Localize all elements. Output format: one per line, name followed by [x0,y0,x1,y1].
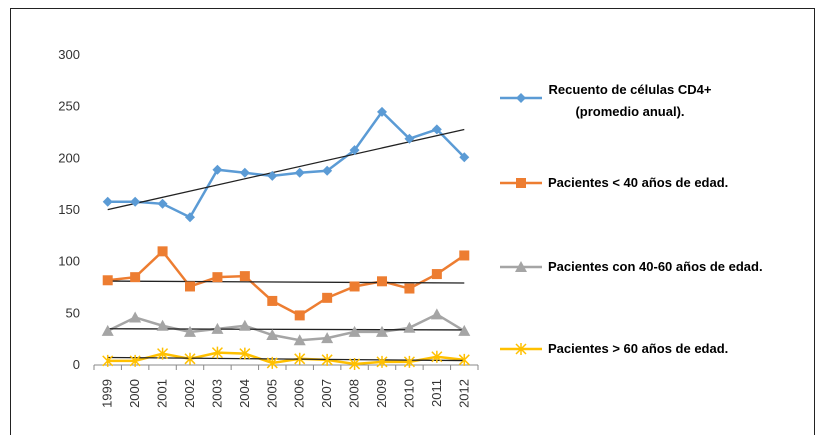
marker [266,356,278,369]
marker [321,332,334,344]
x-tick-label: 2007 [319,379,334,408]
marker [239,167,250,178]
y-tick-label: 200 [58,150,80,165]
marker [130,196,141,207]
marker [404,283,415,294]
marker [516,93,526,103]
marker [130,272,141,283]
marker [211,322,224,334]
marker [211,346,223,359]
marker [404,133,415,144]
marker [129,311,142,323]
x-tick-label: 2002 [182,379,197,408]
legend-label: Recuento de células CD4+ (promedio anual… [548,82,712,119]
marker [212,164,223,175]
y-tick-label: 100 [58,254,80,269]
x-tick-label: 2005 [264,379,279,408]
marker [322,292,333,303]
x-tick-label: 2003 [209,379,224,408]
marker [267,170,278,181]
legend-label: Pacientes < 40 años de edad. [548,175,729,190]
frame [10,8,815,440]
x-tick-label: 2006 [292,379,307,408]
x-tick-label: 2012 [456,379,471,408]
marker [431,350,443,363]
marker [101,324,114,336]
marker [515,343,527,355]
marker [293,334,306,346]
marker [294,352,306,365]
marker [349,145,360,156]
series-line [107,312,465,342]
series-line [107,351,465,366]
x-tick-label: 1999 [100,379,115,408]
marker [403,321,416,333]
marker [157,246,168,257]
marker [185,281,195,292]
marker [185,212,195,223]
marker [377,276,387,287]
marker [377,106,387,117]
marker [348,325,361,337]
trend-line [107,128,465,211]
marker [267,295,278,306]
marker [459,250,470,261]
marker [516,178,526,188]
marker [239,347,251,360]
marker [157,198,168,209]
legend-label: Pacientes > 60 años de edad. [548,341,729,356]
trend-line [107,280,465,284]
x-tick-label: 2001 [155,379,170,408]
marker [129,354,141,367]
marker [515,261,527,272]
x-tick-label: 2009 [374,379,389,408]
y-tick-label: 300 [58,47,80,62]
marker [239,271,250,282]
marker [102,354,114,367]
marker [459,152,470,163]
marker [321,353,333,366]
marker [403,355,415,368]
marker [349,281,360,292]
marker [294,167,305,178]
x-tick-label: 2004 [237,379,252,408]
marker [102,196,113,207]
marker [102,275,113,286]
marker [458,353,470,366]
marker [376,355,388,368]
marker [431,269,442,280]
x-tick-label: 2010 [401,379,416,408]
marker [294,310,305,321]
marker [184,325,196,337]
series-line [107,109,466,219]
y-tick-label: 250 [58,99,80,114]
legend-label: Pacientes con 40-60 años de edad. [548,259,763,274]
x-tick-label: 2011 [429,379,444,407]
marker [156,319,169,331]
marker [322,165,333,176]
y-tick-label: 0 [73,357,80,372]
marker [157,347,169,360]
marker [430,308,443,320]
marker [184,352,196,365]
marker [376,325,388,337]
marker [349,357,361,370]
marker [458,324,471,336]
y-tick-label: 50 [66,305,80,320]
x-tick-label: 2000 [127,379,142,408]
y-tick-label: 150 [58,202,80,217]
marker [212,272,223,283]
x-tick-label: 2008 [347,379,362,408]
marker [238,319,251,331]
marker [266,329,279,341]
marker [431,124,442,135]
